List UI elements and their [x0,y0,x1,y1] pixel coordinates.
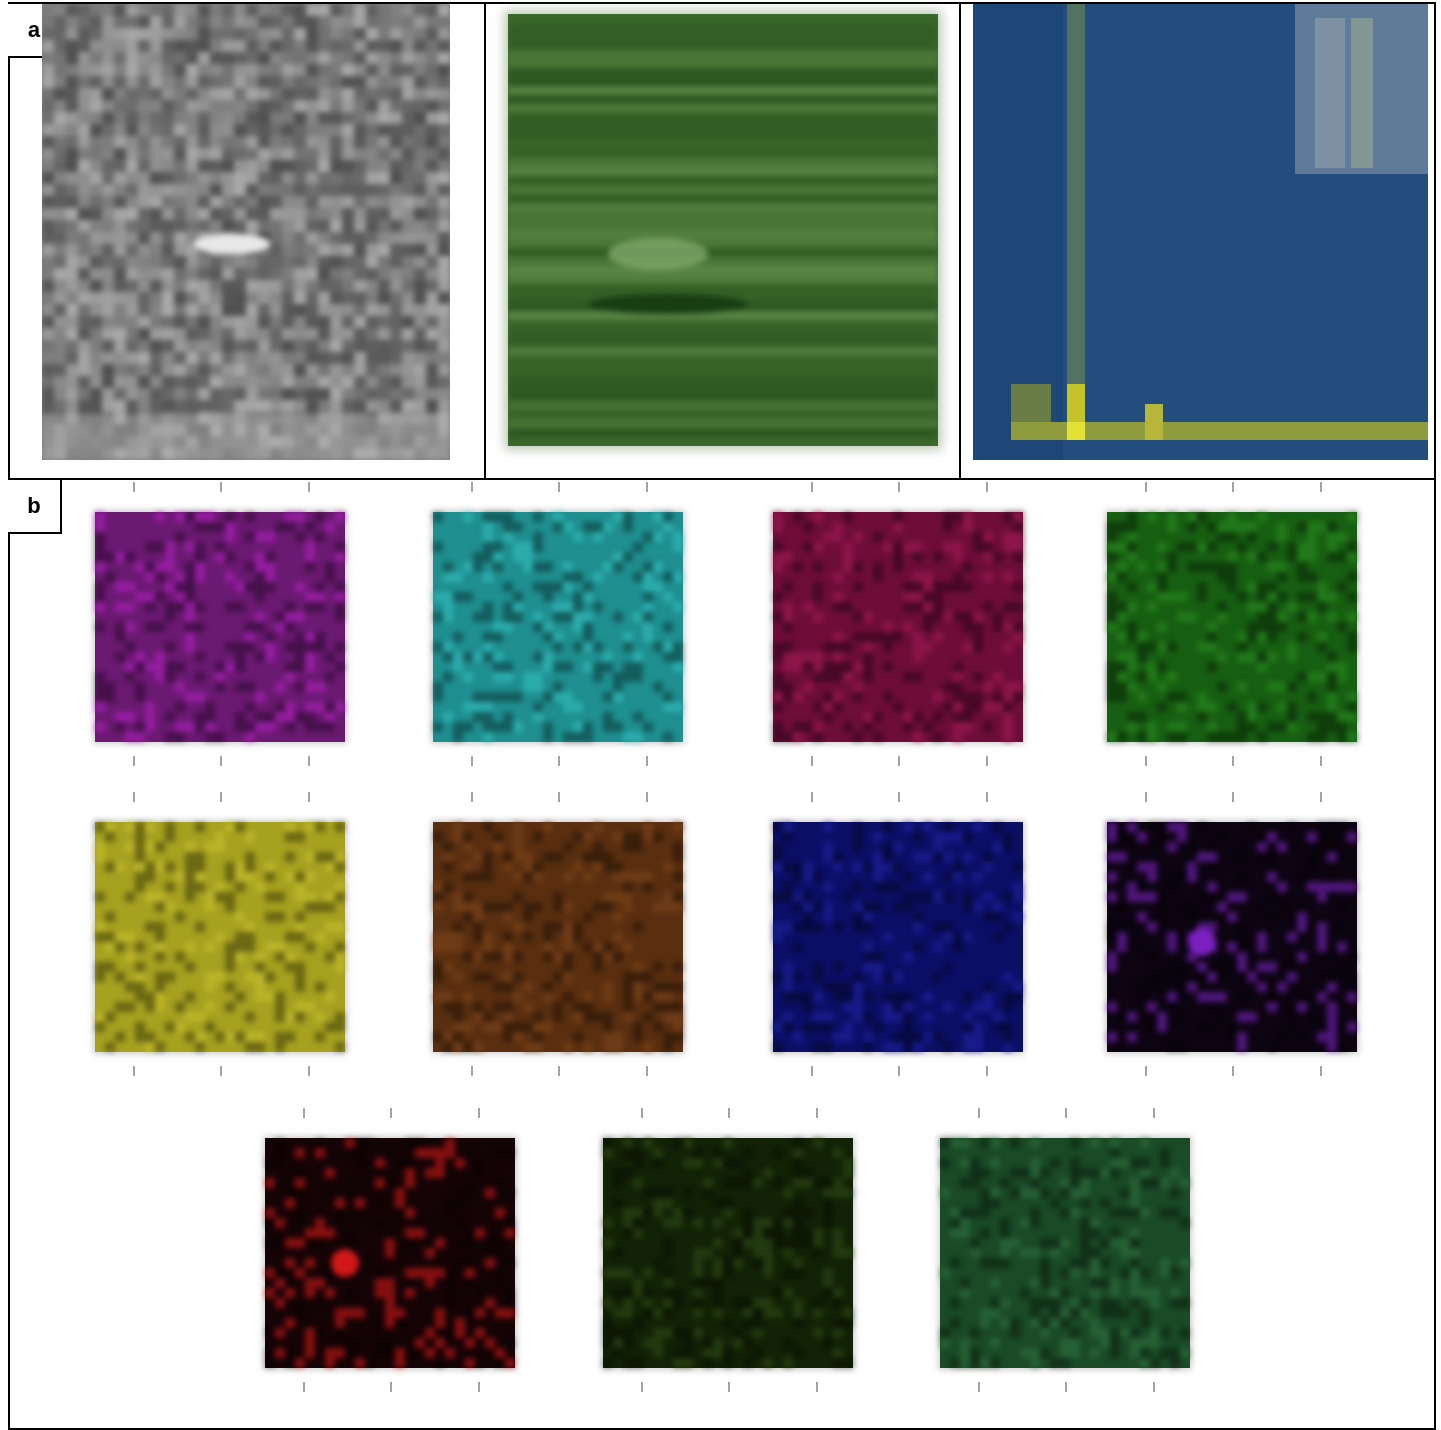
navy-tile [773,822,1023,1052]
axis-tick [132,482,135,492]
brown-tile-frame [388,792,708,1082]
green-tile-frame [1062,482,1382,772]
axis-tick [1319,792,1322,802]
axis-tick [558,482,560,492]
magenta-tile [95,512,345,742]
axis-tick [220,792,222,802]
magenta-tile-frame [50,482,370,772]
axis-tick [815,1382,818,1392]
axis-tick [810,756,813,766]
axis-tick [1232,792,1234,802]
axis-tick [985,792,988,802]
axis-tick [1144,756,1147,766]
axis-tick [302,1382,305,1392]
axis-tick [477,1382,480,1392]
green-image [508,14,938,446]
axis-tick [1144,1066,1147,1076]
axis-tick [985,1066,988,1076]
row-a-divider-2 [959,2,961,480]
axis-tick [390,1382,392,1392]
axis-tick [640,1108,643,1118]
axis-tick [477,1108,480,1118]
dark-olive-tile [603,1138,853,1368]
axis-tick [1319,482,1322,492]
axis-tick [985,756,988,766]
axis-tick [898,756,900,766]
axis-tick [645,482,648,492]
axis-tick [728,1382,730,1392]
cyan-tile [433,512,683,742]
dark-violet-tile [1107,822,1357,1052]
axis-tick [1144,482,1147,492]
dark-red-tile-frame [220,1108,540,1398]
axis-tick [1152,1382,1155,1392]
axis-tick [307,1066,310,1076]
axis-tick [1152,1108,1155,1118]
axis-tick [558,756,560,766]
axis-tick [220,756,222,766]
forest-tile [940,1138,1190,1368]
axis-tick [307,792,310,802]
axis-tick [307,756,310,766]
crimson-tile-frame [728,482,1048,772]
axis-tick [558,1066,560,1076]
cyan-tile-frame [388,482,708,772]
axis-tick [645,756,648,766]
axis-tick [220,1066,222,1076]
panel-label-b: b [8,480,62,534]
axis-tick [1232,1066,1234,1076]
axis-tick [985,482,988,492]
axis-tick [132,792,135,802]
axis-tick [810,792,813,802]
green-tile [1107,512,1357,742]
blue-matrix-image [973,4,1428,460]
axis-tick [898,482,900,492]
axis-tick [132,1066,135,1076]
forest-tile-frame [895,1108,1215,1398]
yellow-tile-frame [50,792,370,1082]
brown-tile [433,822,683,1052]
axis-tick [470,792,473,802]
navy-tile-frame [728,792,1048,1082]
axis-tick [302,1108,305,1118]
axis-tick [1065,1108,1067,1118]
axis-tick [640,1382,643,1392]
dark-olive-tile-frame [558,1108,878,1398]
dark-red-tile [265,1138,515,1368]
axis-tick [815,1108,818,1118]
axis-tick [810,1066,813,1076]
axis-tick [898,1066,900,1076]
axis-tick [1319,756,1322,766]
crimson-tile [773,512,1023,742]
axis-tick [645,792,648,802]
axis-tick [220,482,222,492]
axis-tick [470,756,473,766]
axis-tick [1065,1382,1067,1392]
axis-tick [977,1108,980,1118]
axis-tick [898,792,900,802]
axis-tick [1319,1066,1322,1076]
yellow-tile [95,822,345,1052]
axis-tick [1232,756,1234,766]
axis-tick [977,1382,980,1392]
axis-tick [1144,792,1147,802]
axis-tick [470,1066,473,1076]
row-a-divider-1 [484,2,486,480]
axis-tick [390,1108,392,1118]
axis-tick [470,482,473,492]
axis-tick [728,1108,730,1118]
axis-tick [132,756,135,766]
grayscale-image [42,4,450,460]
dark-violet-tile-frame [1062,792,1382,1082]
axis-tick [810,482,813,492]
axis-tick [1232,482,1234,492]
axis-tick [307,482,310,492]
axis-tick [645,1066,648,1076]
axis-tick [558,792,560,802]
